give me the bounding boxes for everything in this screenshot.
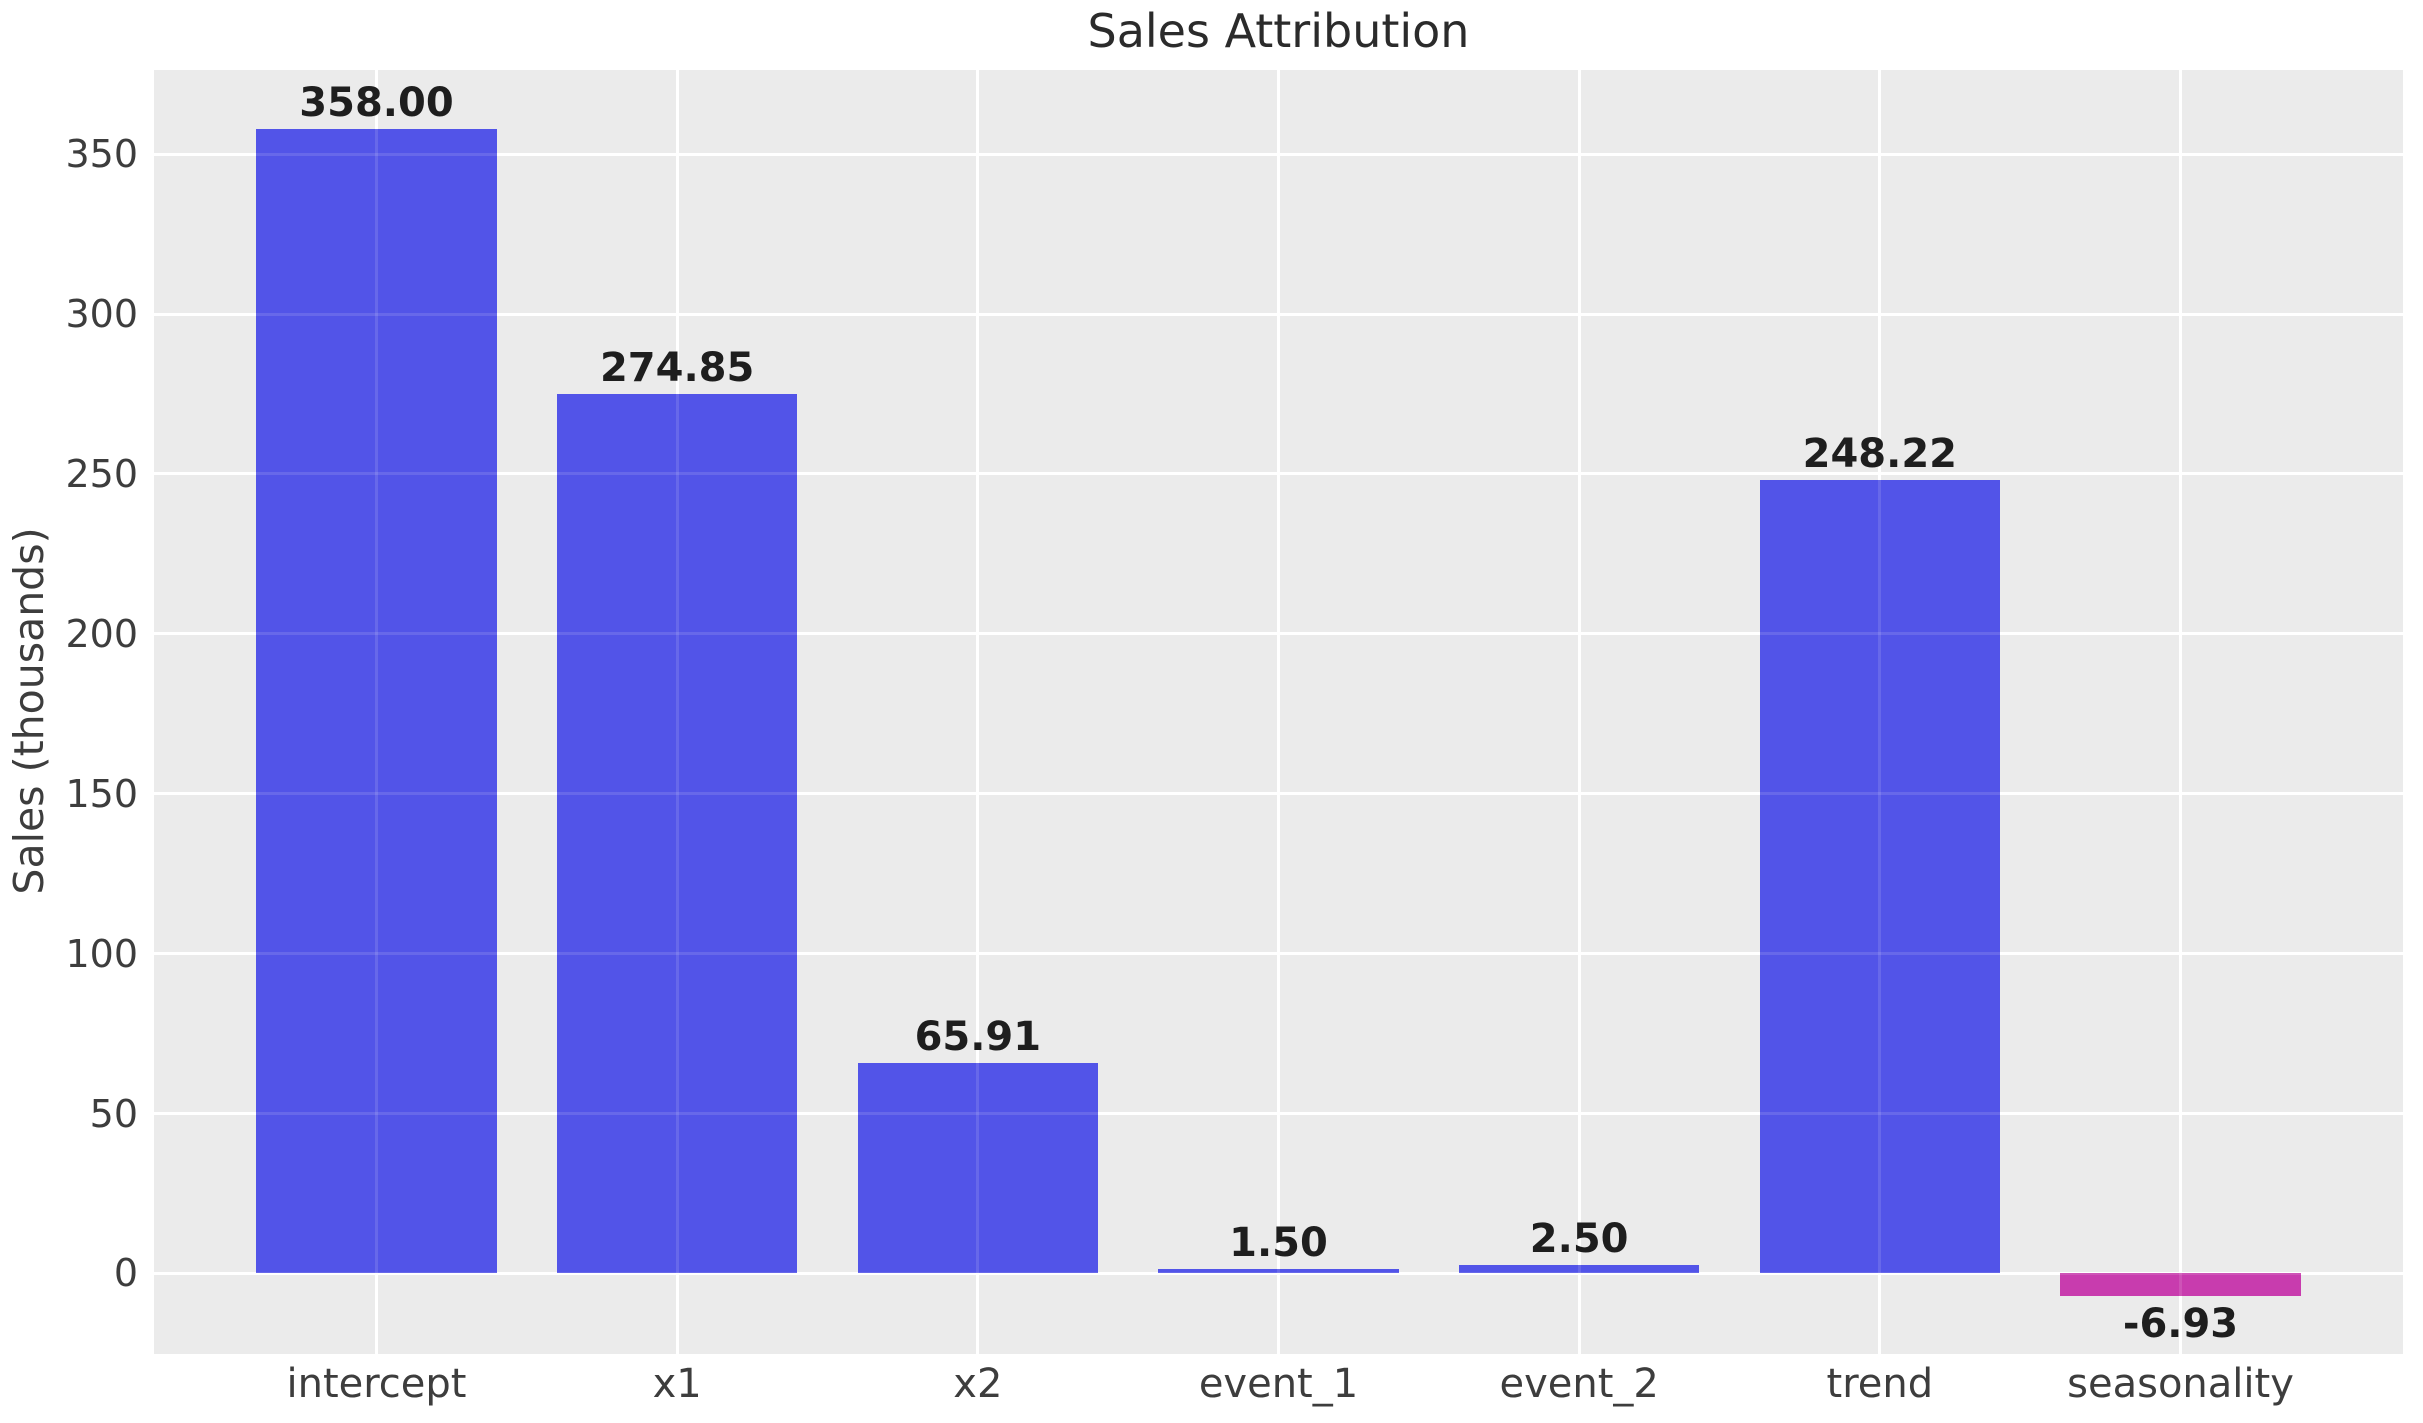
y-tick-label: 150 <box>65 771 138 816</box>
x-tick-label-x2: x2 <box>953 1361 1003 1407</box>
x-tick-label-intercept: intercept <box>286 1361 467 1407</box>
value-label-intercept: 358.00 <box>299 79 454 126</box>
value-label-trend: 248.22 <box>1802 430 1957 477</box>
x-tick-label-event_2: event_2 <box>1499 1361 1659 1407</box>
x-tick-label-x1: x1 <box>652 1361 702 1407</box>
bar-seasonality <box>2060 1273 2301 1296</box>
y-tick-label: 0 <box>113 1251 138 1296</box>
y-tick-label: 50 <box>89 1091 138 1136</box>
bar-x2 <box>857 1062 1099 1274</box>
y-tick-label: 300 <box>65 292 138 336</box>
v-gridline <box>1277 70 1280 1354</box>
value-label-event_1: 1.50 <box>1229 1219 1328 1266</box>
bar-event_2 <box>1458 1265 1700 1274</box>
value-label-seasonality: -6.93 <box>2122 1300 2239 1347</box>
bar-event_1 <box>1158 1268 1399 1274</box>
y-tick-label: 200 <box>65 611 138 656</box>
bar-x1 <box>556 394 798 1274</box>
v-gridline <box>976 70 980 1354</box>
plot-area <box>154 70 2403 1354</box>
y-tick-label: 350 <box>65 132 138 177</box>
value-label-x1: 274.85 <box>599 345 755 392</box>
value-label-x2: 65.91 <box>914 1013 1042 1060</box>
y-tick-label: 100 <box>65 931 138 976</box>
bar-intercept <box>256 128 497 1274</box>
value-label-event_2: 2.50 <box>1529 1216 1629 1263</box>
chart-title: Sales Attribution <box>1087 4 1470 58</box>
bar-trend <box>1759 479 2001 1274</box>
x-tick-label-trend: trend <box>1826 1361 1934 1407</box>
v-gridline <box>2179 70 2182 1354</box>
y-tick-label: 250 <box>65 451 138 496</box>
x-tick-label-event_1: event_1 <box>1198 1361 1359 1407</box>
x-tick-label-seasonality: seasonality <box>2067 1361 2294 1407</box>
y-axis-label: Sales (thousands) <box>5 527 53 895</box>
v-gridline <box>1577 70 1581 1354</box>
